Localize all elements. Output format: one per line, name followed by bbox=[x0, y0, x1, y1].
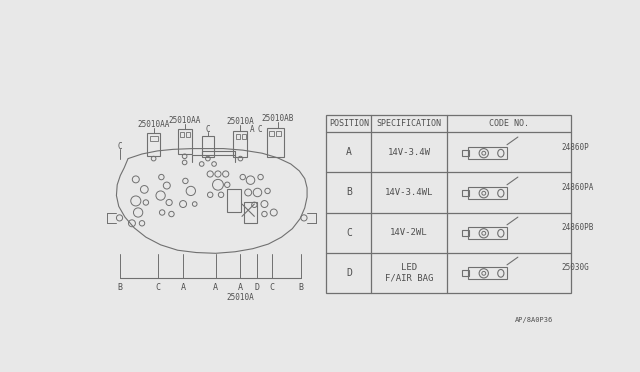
Bar bbox=[468, 227, 507, 240]
Text: C: C bbox=[269, 283, 275, 292]
Bar bbox=[147, 133, 160, 156]
Text: LED
F/AIR BAG: LED F/AIR BAG bbox=[385, 263, 433, 282]
Text: C: C bbox=[346, 228, 352, 237]
Text: A: A bbox=[238, 283, 243, 292]
Text: C: C bbox=[118, 142, 123, 151]
Text: D: D bbox=[346, 267, 352, 278]
Text: A: A bbox=[213, 283, 218, 292]
Text: 25010A: 25010A bbox=[227, 117, 254, 126]
Text: 24860PB: 24860PB bbox=[561, 224, 594, 232]
Bar bbox=[186, 132, 190, 137]
Bar bbox=[462, 190, 469, 196]
Text: 14V-3.4W: 14V-3.4W bbox=[387, 148, 431, 157]
Bar bbox=[276, 131, 281, 136]
Text: A: A bbox=[250, 125, 254, 134]
Bar bbox=[326, 115, 571, 293]
Bar bbox=[244, 202, 257, 223]
Text: 25010AB: 25010AB bbox=[261, 114, 294, 123]
Bar bbox=[269, 131, 274, 136]
Text: C: C bbox=[155, 283, 160, 292]
Text: B: B bbox=[346, 187, 352, 198]
Text: C: C bbox=[205, 125, 210, 134]
Bar bbox=[462, 270, 469, 276]
Bar bbox=[202, 135, 214, 157]
Bar bbox=[236, 134, 239, 139]
Text: 24860P: 24860P bbox=[561, 143, 589, 152]
Text: 25030G: 25030G bbox=[561, 263, 589, 272]
Text: SPECIFICATION: SPECIFICATION bbox=[376, 119, 442, 128]
Bar bbox=[462, 150, 469, 156]
Bar bbox=[227, 189, 241, 212]
Bar bbox=[267, 128, 284, 157]
Text: AP/8A0P36: AP/8A0P36 bbox=[515, 317, 553, 323]
Bar bbox=[150, 136, 157, 141]
Bar bbox=[468, 187, 507, 199]
Bar bbox=[242, 134, 246, 139]
Bar bbox=[468, 267, 507, 279]
Text: 25010A: 25010A bbox=[227, 293, 254, 302]
Bar bbox=[462, 230, 469, 236]
Text: A: A bbox=[180, 283, 186, 292]
Text: CODE NO.: CODE NO. bbox=[488, 119, 529, 128]
Text: 14V-2WL: 14V-2WL bbox=[390, 228, 428, 237]
Text: 25010AA: 25010AA bbox=[168, 116, 201, 125]
Bar bbox=[178, 129, 191, 154]
Text: D: D bbox=[254, 283, 259, 292]
Text: 24860PA: 24860PA bbox=[561, 183, 594, 192]
Text: 25010AA: 25010AA bbox=[138, 120, 170, 129]
Bar bbox=[234, 131, 248, 157]
Bar bbox=[468, 147, 507, 159]
Text: POSITION: POSITION bbox=[329, 119, 369, 128]
Bar bbox=[180, 132, 184, 137]
Text: 14V-3.4WL: 14V-3.4WL bbox=[385, 188, 433, 197]
Text: B: B bbox=[118, 283, 123, 292]
Text: A: A bbox=[346, 147, 352, 157]
Text: C: C bbox=[257, 125, 262, 134]
Text: B: B bbox=[298, 283, 303, 292]
